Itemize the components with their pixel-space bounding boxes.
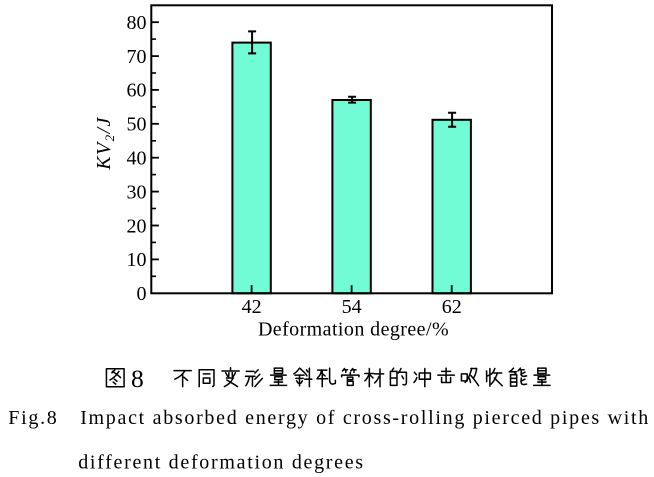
svg-text:Deformation degree/%: Deformation degree/% <box>258 319 449 341</box>
svg-text:60: 60 <box>127 80 147 102</box>
svg-text:KV2/J: KV2/J <box>93 116 117 171</box>
svg-text:Fig.8: Fig.8 <box>8 407 58 429</box>
svg-text:0: 0 <box>137 283 147 305</box>
svg-text:20: 20 <box>127 215 147 237</box>
svg-text:Impact absorbed energy of cros: Impact absorbed energy of cross-rolling … <box>80 407 650 429</box>
svg-text:54: 54 <box>342 296 362 318</box>
svg-text:40: 40 <box>127 148 147 170</box>
svg-text:80: 80 <box>127 12 147 34</box>
svg-text:8: 8 <box>131 364 144 393</box>
svg-text:different deformation degrees: different deformation degrees <box>78 452 365 474</box>
svg-text:10: 10 <box>127 249 147 271</box>
svg-text:50: 50 <box>127 114 147 136</box>
svg-text:70: 70 <box>127 46 147 68</box>
svg-text:62: 62 <box>442 296 462 318</box>
svg-text:42: 42 <box>242 296 262 318</box>
svg-text:30: 30 <box>127 181 147 203</box>
